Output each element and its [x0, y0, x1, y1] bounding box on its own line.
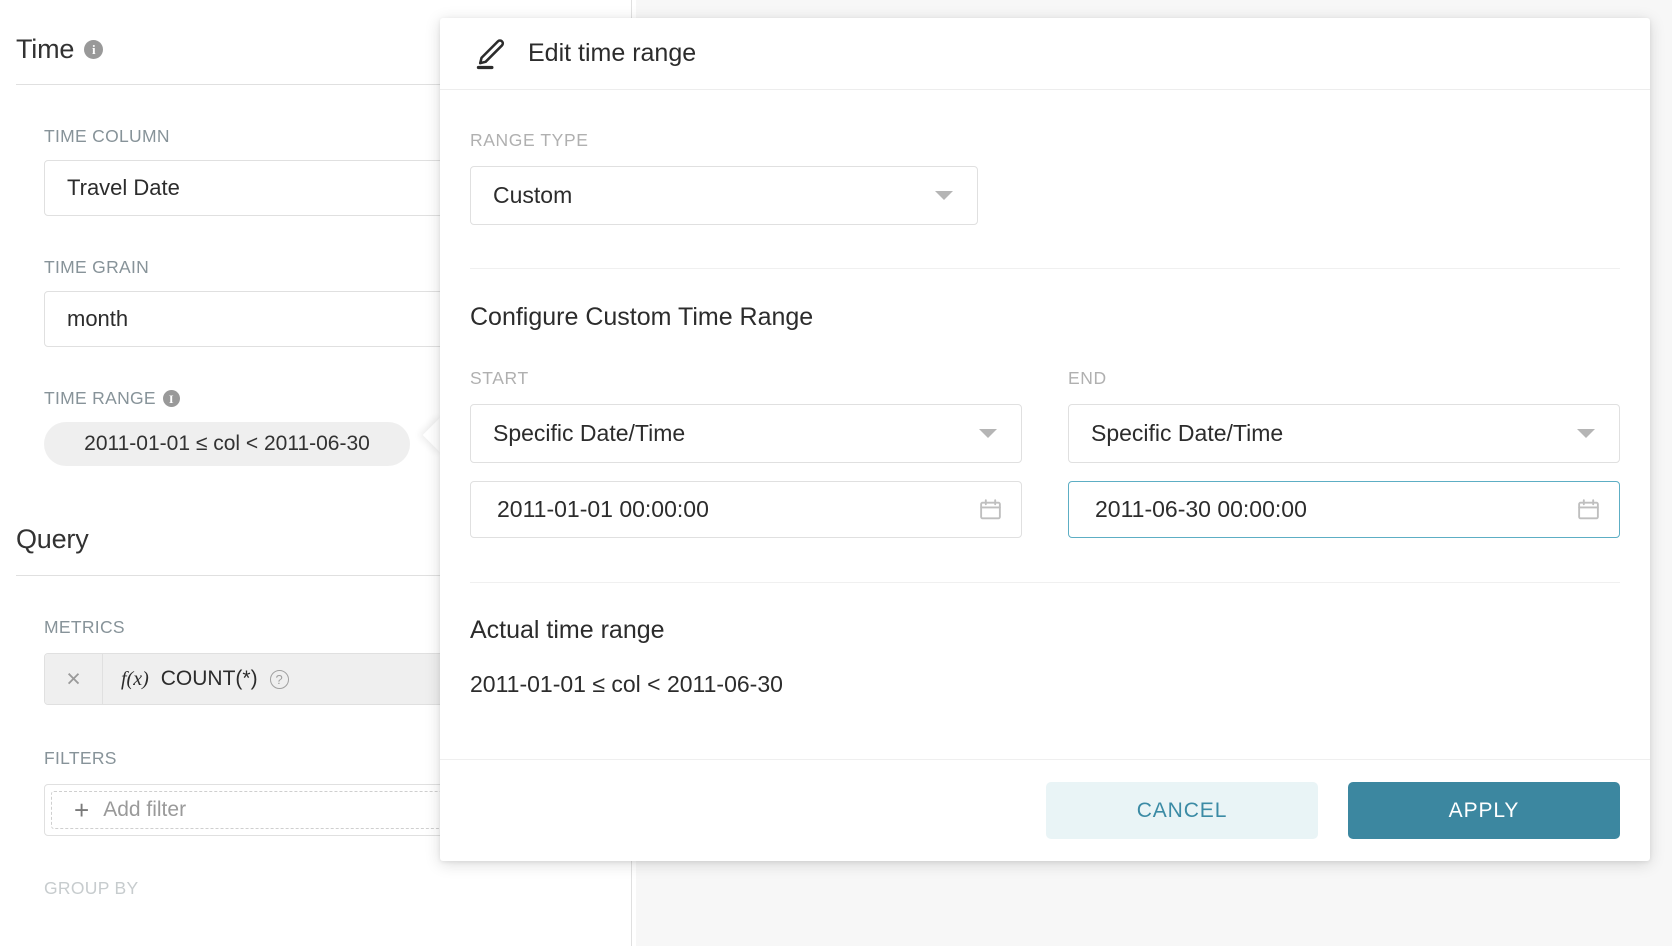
section-rule-time — [16, 84, 628, 85]
start-label: START — [470, 368, 1022, 389]
pencil-icon — [473, 36, 509, 72]
modal-title: Edit time range — [528, 39, 697, 67]
chevron-down-icon[interactable] — [979, 429, 997, 438]
metrics-label: METRICS — [44, 617, 125, 638]
filters-label-text: FILTERS — [44, 748, 117, 768]
start-mode-value: Specific Date/Time — [493, 420, 686, 446]
calendar-icon[interactable] — [978, 497, 1003, 522]
section-heading-time: Time i — [16, 34, 104, 65]
section-rule-query — [16, 575, 628, 576]
chevron-down-icon[interactable] — [935, 191, 953, 200]
range-type-select[interactable]: Custom — [470, 166, 978, 225]
end-label: END — [1068, 368, 1620, 389]
start-datetime-input[interactable]: 2011-01-01 00:00:00 — [470, 481, 1022, 538]
start-group: START Specific Date/Time 2011-01-01 00:0… — [470, 368, 1022, 538]
range-type-value: Custom — [493, 182, 573, 208]
chevron-down-icon[interactable] — [1577, 429, 1595, 438]
remove-metric-glyph: × — [66, 664, 81, 693]
end-label-text: END — [1068, 368, 1107, 388]
edit-time-range-popover: Edit time range RANGE TYPE Custom Config… — [440, 18, 1650, 861]
help-icon[interactable]: ? — [269, 669, 289, 689]
time-grain-label: TIME GRAIN — [44, 257, 149, 278]
time-range-pill-text: 2011-01-01 ≤ col < 2011-06-30 — [84, 432, 370, 455]
time-range-label-text: TIME RANGE — [44, 388, 156, 408]
section-title-time: Time — [16, 34, 75, 64]
end-group: END Specific Date/Time 2011-06-30 00:00:… — [1068, 368, 1620, 538]
end-datetime-value: 2011-06-30 00:00:00 — [1095, 496, 1307, 522]
add-filter-label: Add filter — [103, 798, 187, 821]
add-filter-button[interactable]: + Add filter — [51, 791, 637, 829]
remove-metric-icon[interactable]: × — [45, 654, 103, 704]
time-grain-value: month — [67, 306, 129, 331]
filters-label: FILTERS — [44, 748, 117, 769]
metrics-label-text: METRICS — [44, 617, 125, 637]
time-range-pill[interactable]: 2011-01-01 ≤ col < 2011-06-30 — [44, 422, 410, 466]
modal-body: RANGE TYPE Custom Configure Custom Time … — [440, 90, 1650, 698]
time-column-label: TIME COLUMN — [44, 126, 170, 147]
end-mode-value: Specific Date/Time — [1091, 420, 1284, 446]
info-icon[interactable]: i — [162, 390, 180, 407]
section-title-query: Query — [16, 524, 89, 554]
start-end-row: START Specific Date/Time 2011-01-01 00:0… — [470, 368, 1620, 538]
groupby-label: GROUP BY — [44, 878, 138, 899]
range-type-label-text: RANGE TYPE — [470, 130, 589, 150]
time-grain-label-text: TIME GRAIN — [44, 257, 150, 277]
start-mode-select[interactable]: Specific Date/Time — [470, 404, 1022, 463]
cancel-button[interactable]: CANCEL — [1046, 782, 1318, 839]
section-heading-query: Query — [16, 524, 89, 555]
divider-top — [470, 268, 1620, 269]
apply-button[interactable]: APPLY — [1348, 782, 1620, 839]
actual-time-range-heading: Actual time range — [470, 616, 665, 644]
end-datetime-input[interactable]: 2011-06-30 00:00:00 — [1068, 481, 1620, 538]
groupby-label-text: GROUP BY — [44, 878, 139, 898]
function-icon: f(x) — [121, 667, 149, 690]
modal-header: Edit time range — [440, 18, 1650, 90]
actual-time-range-value: 2011-01-01 ≤ col < 2011-06-30 — [470, 671, 783, 697]
metric-value: COUNT(*) — [160, 667, 258, 690]
info-icon[interactable]: i — [84, 40, 104, 59]
start-label-text: START — [470, 368, 529, 388]
time-column-label-text: TIME COLUMN — [44, 126, 170, 146]
range-type-label: RANGE TYPE — [470, 130, 1620, 151]
modal-footer: CANCEL APPLY — [440, 759, 1650, 861]
calendar-icon[interactable] — [1576, 497, 1601, 522]
time-column-value: Travel Date — [67, 175, 180, 200]
start-datetime-value: 2011-01-01 00:00:00 — [497, 496, 709, 522]
end-mode-select[interactable]: Specific Date/Time — [1068, 404, 1620, 463]
plus-icon: + — [74, 795, 90, 825]
divider-actual — [470, 582, 1620, 583]
time-range-label: TIME RANGE i — [44, 388, 180, 409]
configure-heading: Configure Custom Time Range — [470, 303, 814, 331]
